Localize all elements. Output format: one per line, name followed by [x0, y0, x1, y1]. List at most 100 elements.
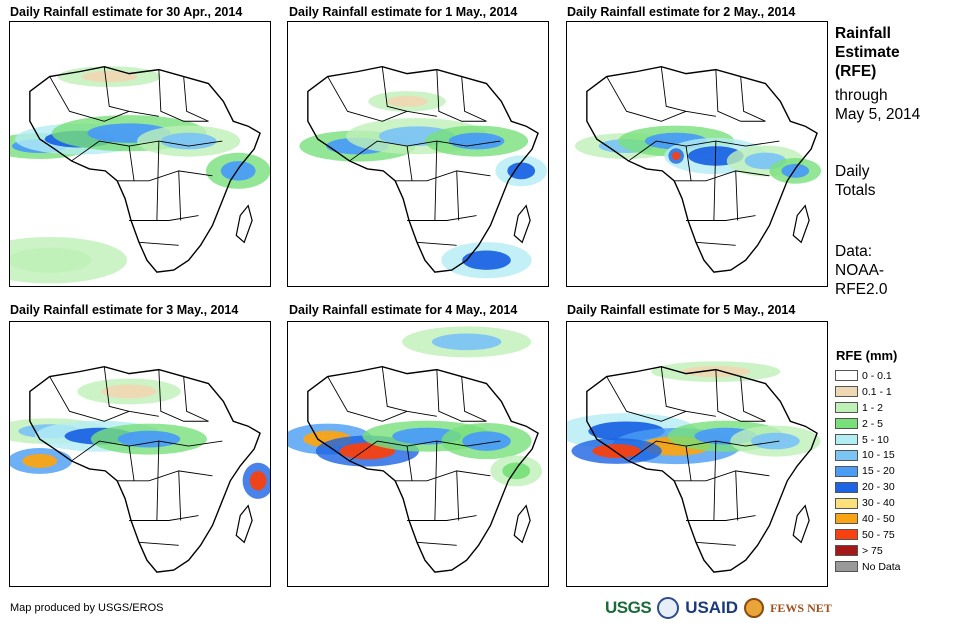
legend-title: RFE (mm): [836, 348, 898, 363]
map-drawing: [567, 361, 821, 573]
country-border: [461, 376, 487, 422]
rainfall-area: [101, 384, 157, 399]
country-border: [103, 66, 159, 117]
sidebar-data-line3: RFE2.0: [835, 281, 888, 298]
rainfall-map-3: [566, 21, 828, 287]
legend-item: 10 - 15: [835, 447, 901, 463]
map-drawing: [10, 365, 270, 573]
legend-swatch: [835, 481, 858, 493]
legend: 0 - 0.1 0.1 - 1 1 - 2 2 - 5 5 - 10 10 - 15 15 …: [835, 368, 901, 575]
country-border: [178, 470, 182, 521]
rainfall-area: [751, 432, 800, 450]
legend-swatch: [835, 434, 858, 445]
rainfall-area: [22, 454, 58, 468]
map-drawing: [288, 326, 543, 573]
africa-coastline: [307, 365, 539, 573]
sidebar-data-line1: Data:: [835, 243, 873, 260]
legend-label: 50 - 75: [862, 528, 895, 541]
country-border: [349, 140, 501, 162]
legend-label: 5 - 10: [862, 433, 889, 446]
sidebar-through-line1: through: [835, 87, 888, 104]
sidebar-through-line2: May 5, 2014: [835, 106, 921, 123]
country-border: [395, 170, 491, 182]
sidebar-title-line1: Rainfall: [835, 25, 891, 42]
sidebar-title: Rainfall Estimate (RFE): [835, 24, 900, 81]
country-border: [695, 241, 736, 246]
legend-label: 2 - 5: [862, 417, 884, 430]
madagascar-outline: [513, 204, 531, 244]
sidebar-data-line2: NOAA-: [835, 262, 885, 279]
rainfall-area: [10, 247, 92, 273]
usaid-logo: USAID: [685, 598, 739, 617]
country-border: [434, 141, 438, 221]
country-border: [416, 241, 457, 246]
country-border: [183, 376, 209, 422]
legend-label: 0.1 - 1: [862, 385, 892, 398]
country-border: [349, 440, 501, 462]
legend-swatch: [835, 370, 858, 382]
country-border: [128, 445, 135, 481]
rainfall-area: [160, 132, 217, 150]
country-border: [117, 170, 213, 182]
rainfall-area: [507, 162, 536, 180]
legend-label: 10 - 15: [862, 449, 895, 462]
sidebar-through: through May 5, 2014: [835, 86, 920, 124]
country-border: [685, 145, 692, 181]
legend-item: 20 - 30: [835, 479, 901, 495]
country-border: [183, 76, 209, 122]
sidebar-title-line3: (RFE): [835, 63, 877, 80]
country-border: [158, 69, 209, 122]
fews-net-logo: FEWS NET: [770, 600, 832, 615]
legend-swatch: [835, 402, 858, 414]
country-border: [674, 170, 770, 182]
legend-item: > 75: [835, 543, 901, 559]
country-border: [715, 69, 766, 122]
legend-swatch: [835, 561, 858, 573]
country-border: [686, 515, 756, 521]
rainfall-area: [462, 250, 511, 270]
legend-item: 40 - 50: [835, 511, 901, 527]
country-border: [660, 66, 716, 117]
country-border: [628, 440, 780, 462]
country-border: [327, 76, 408, 122]
legend-swatch: [835, 449, 858, 461]
panel-title-5: Daily Rainfall estimate for 4 May., 2014: [289, 303, 518, 317]
country-border: [158, 369, 209, 422]
panel-title-2: Daily Rainfall estimate for 1 May., 2014: [289, 5, 518, 19]
country-border: [49, 376, 130, 422]
country-border: [129, 215, 199, 221]
country-border: [327, 376, 408, 422]
country-border: [685, 445, 692, 481]
legend-label: 20 - 30: [862, 481, 895, 494]
africa-coastline: [586, 365, 818, 573]
map-drawing: [299, 65, 548, 279]
sidebar-daily-line1: Daily: [835, 163, 870, 180]
legend-item: 2 - 5: [835, 416, 901, 432]
country-border: [138, 241, 179, 246]
legend-label: 30 - 40: [862, 497, 895, 510]
legend-label: 40 - 50: [862, 512, 895, 525]
legend-label: > 75: [862, 544, 883, 557]
rainfall-map-2: [287, 21, 549, 287]
country-border: [713, 441, 717, 521]
country-border: [129, 515, 199, 521]
country-border: [381, 66, 437, 117]
rainfall-area: [81, 71, 138, 83]
country-border: [740, 76, 766, 122]
rainfall-area: [249, 471, 267, 491]
africa-coastline: [307, 65, 539, 273]
country-border: [71, 440, 223, 462]
country-border: [156, 141, 160, 221]
rainfall-area: [592, 444, 641, 458]
map-drawing: [10, 65, 270, 284]
country-border: [381, 366, 437, 417]
rainfall-area: [448, 132, 505, 150]
country-border: [660, 366, 716, 417]
map-credit: Map produced by USGS/EROS: [10, 602, 164, 614]
logo-strip: USGS USAID FEWS NET: [605, 594, 832, 622]
country-border: [138, 541, 179, 546]
country-border: [686, 215, 756, 221]
rainfall-area: [431, 333, 502, 351]
country-border: [71, 140, 223, 162]
legend-item: 0.1 - 1: [835, 384, 901, 400]
